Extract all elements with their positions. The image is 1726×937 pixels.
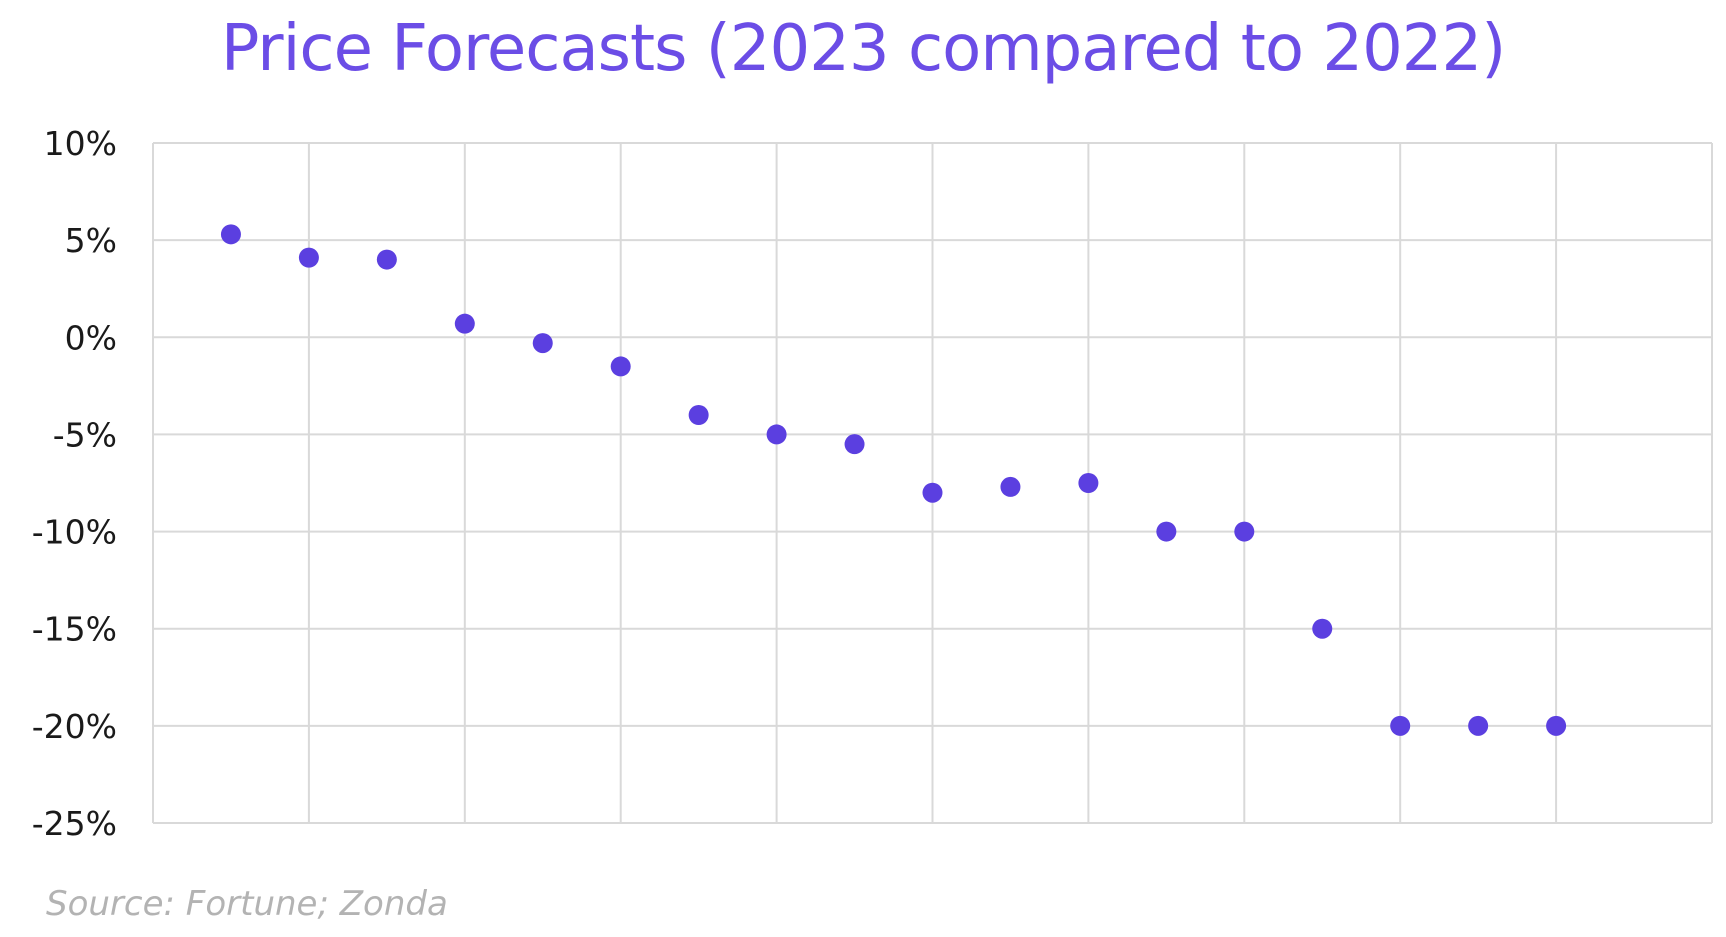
data-point: [1078, 473, 1099, 493]
y-tick-label: -20%: [32, 707, 117, 746]
data-point: [1546, 715, 1567, 736]
data-point: [220, 224, 241, 245]
data-point: [1156, 521, 1177, 542]
data-point: [1000, 476, 1021, 497]
data-point: [1234, 521, 1255, 542]
data-point: [532, 333, 553, 354]
source-note: Source: Fortune; Zonda: [46, 884, 448, 924]
data-points: [220, 224, 1567, 736]
chart-title: Price Forecasts (2023 compared to 2022): [220, 12, 1506, 86]
y-tick-label: 5%: [65, 221, 117, 260]
y-tick-label: 10%: [44, 124, 117, 163]
data-point: [766, 424, 787, 445]
data-point: [610, 356, 631, 377]
data-point: [688, 405, 709, 425]
y-tick-label: -10%: [32, 513, 117, 552]
data-point: [1468, 715, 1489, 736]
data-point: [1390, 715, 1411, 736]
y-tick-label: 0%: [65, 318, 117, 357]
data-point: [922, 482, 943, 503]
y-tick-label: -25%: [32, 804, 117, 843]
y-axis-tick-labels: 10% 5% 0% -5% -10% -15% -20% -25%: [32, 124, 117, 843]
y-tick-label: -5%: [53, 415, 117, 454]
y-tick-label: -15%: [32, 610, 117, 649]
data-point: [376, 249, 397, 270]
data-point: [454, 313, 475, 334]
data-point: [844, 434, 865, 455]
data-point: [298, 247, 319, 268]
data-point: [1312, 618, 1333, 639]
